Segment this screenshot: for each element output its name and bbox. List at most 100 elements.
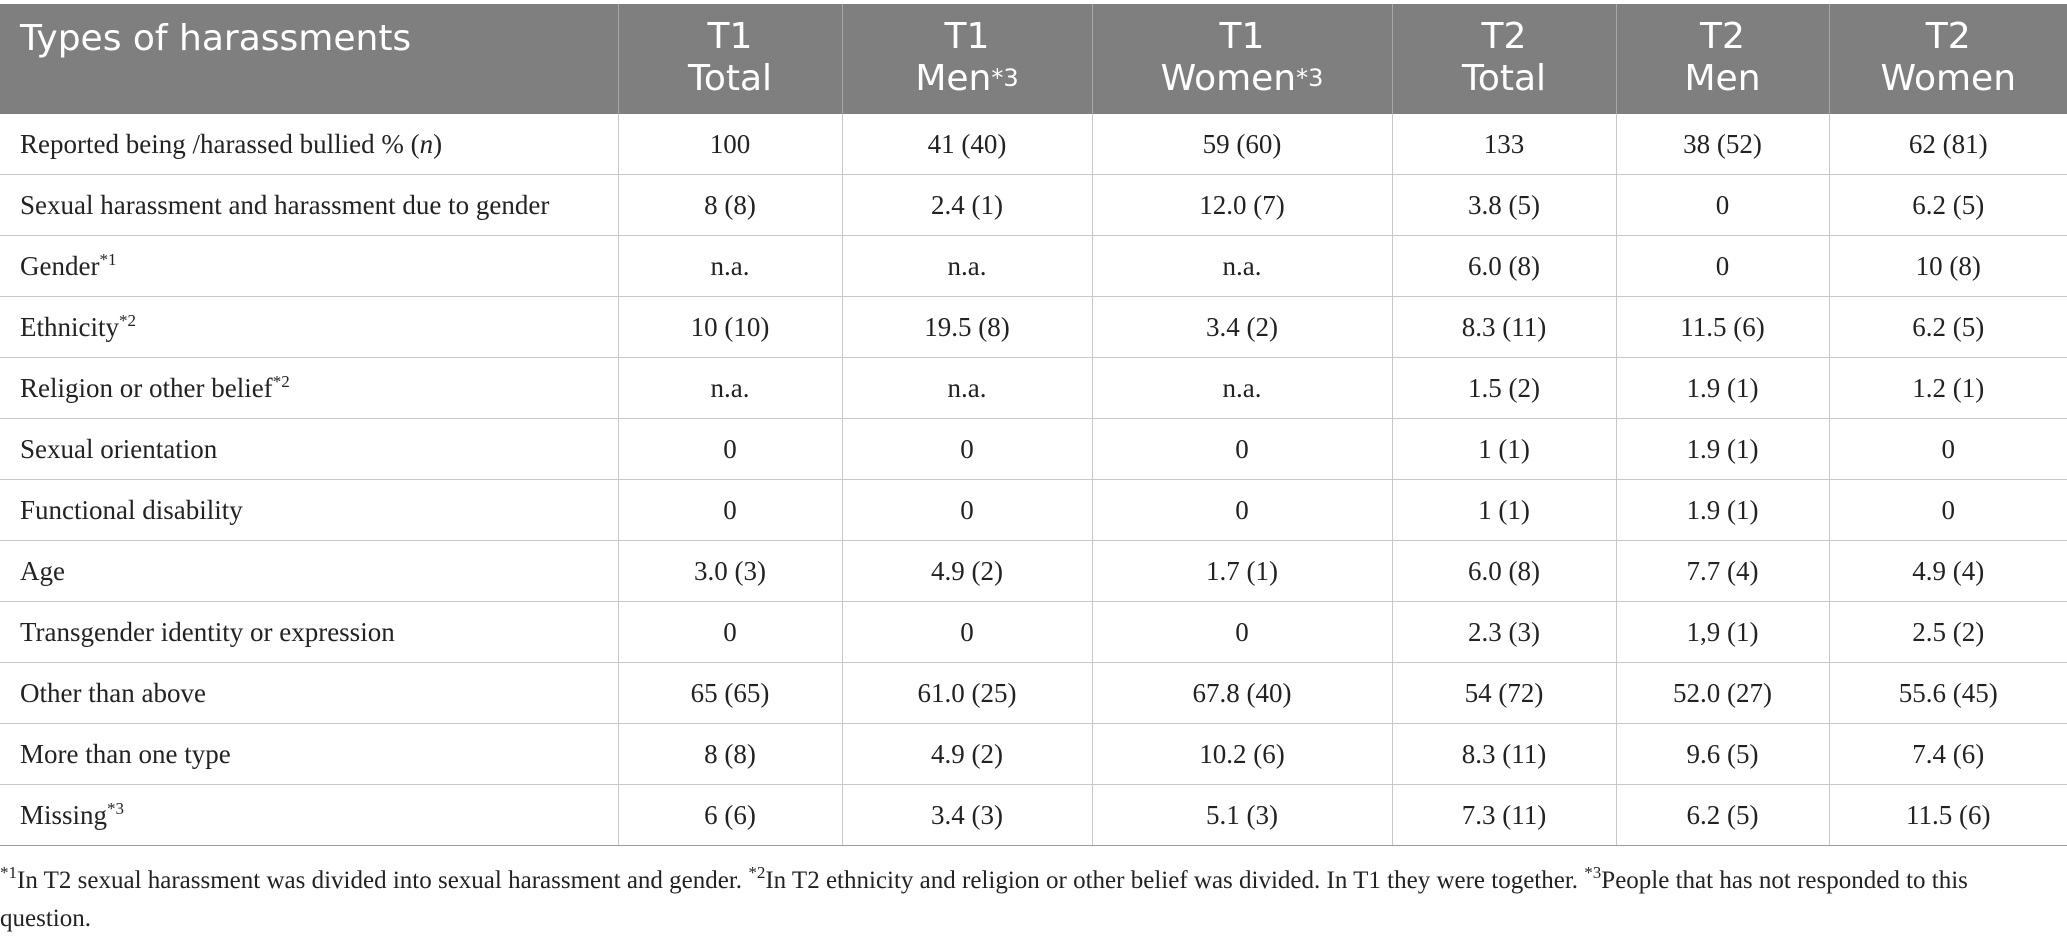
table-cell: 59 (60) [1091,114,1392,175]
table-header: Types of harassments T1 Total T1 Men*3 T… [0,4,2067,114]
table-cell: 8.3 (11) [1391,296,1616,358]
footnote-text: In T2 ethnicity and religion or other be… [765,867,1585,894]
table-cell: 7.3 (11) [1391,784,1616,846]
table-cell: n.a. [841,235,1092,297]
table-cell: 7.4 (6) [1828,723,2067,785]
table-row: Gender*1 n.a. n.a. n.a. 6.0 (8) 0 10 (8) [0,235,2067,297]
table-cell: 61.0 (25) [841,662,1092,724]
table-cell: n.a. [617,357,842,419]
row-label: Missing*3 [0,784,618,846]
table-cell: 0 [841,418,1092,480]
header-t2-men: T2 Men [1615,4,1829,114]
footnote-mark: *3 [991,63,1019,92]
table-cell: 0 [1828,479,2067,541]
footnote-text: People that has not responded to this qu… [0,867,1968,932]
row-label: Sexual orientation [0,418,618,480]
table-cell: 6.2 (5) [1828,296,2067,358]
table-row: Sexual orientation 0 0 0 1 (1) 1.9 (1) 0 [0,418,2067,480]
harassment-table-container: Types of harassments T1 Total T1 Men*3 T… [0,4,2067,846]
header-t2-total: T2 Total [1391,4,1616,114]
table-cell: 2.4 (1) [841,174,1092,236]
header-line1: T1 [707,15,753,57]
header-types-of-harassments: Types of harassments [0,4,618,114]
footnote-mark: *3 [1296,63,1324,92]
table-cell: 0 [841,601,1092,663]
table-cell: 0 [1615,235,1829,297]
table-cell: 6 (6) [617,784,842,846]
table-row: Missing*3 6 (6) 3.4 (3) 5.1 (3) 7.3 (11) 6.2 … [0,784,2067,846]
table-cell: 100 [617,114,842,175]
footnote-mark: *1 [99,249,117,269]
table-cell: 3.4 (3) [841,784,1092,846]
table-cell: 6.0 (8) [1391,235,1616,297]
footnote-mark: *1 [0,863,17,882]
table-row: Functional disability 0 0 0 1 (1) 1.9 (1) 0 [0,479,2067,541]
table-cell: 6.0 (8) [1391,540,1616,602]
table-cell: 4.9 (4) [1828,540,2067,602]
table-cell: 3.0 (3) [617,540,842,602]
table-body: Reported being /harassed bullied % (n) 10… [0,114,2067,846]
table-cell: 1.9 (1) [1615,418,1829,480]
header-line2: Total [1461,57,1547,99]
table-cell: 1.5 (2) [1391,357,1616,419]
header-line1: T2 [1700,15,1745,57]
table-cell: 133 [1391,114,1616,175]
table-cell: 10 (8) [1828,235,2067,297]
row-label: Religion or other belief*2 [0,357,618,419]
row-label: Transgender identity or expression [0,601,618,663]
table-cell: 5.1 (3) [1091,784,1392,846]
table-cell: 0 [1828,418,2067,480]
header-t2-women: T2 Women [1828,4,2067,114]
table-cell: 1.9 (1) [1615,479,1829,541]
table-cell: 8 (8) [617,174,842,236]
table-cell: 0 [1091,479,1392,541]
row-label: Ethnicity*2 [0,296,618,358]
table-row: Sexual harassment and harassment due to … [0,174,2067,236]
row-label: Sexual harassment and harassment due to … [0,174,618,236]
header-t1-total: T1 Total [617,4,842,114]
table-cell: 6.2 (5) [1615,784,1829,846]
table-cell: 2.5 (2) [1828,601,2067,663]
table-row: Ethnicity*2 10 (10) 19.5 (8) 3.4 (2) 8.3 (11… [0,296,2067,358]
table-cell: 0 [617,418,842,480]
table-cell: 7.7 (4) [1615,540,1829,602]
header-line1: T1 [1219,15,1265,57]
row-label: Other than above [0,662,618,724]
table-cell: 41 (40) [841,114,1092,175]
table-cell: 55.6 (45) [1828,662,2067,724]
header-line2: Women [1880,57,2017,99]
table-cell: 67.8 (40) [1091,662,1392,724]
row-label: Functional disability [0,479,618,541]
table-row: Age 3.0 (3) 4.9 (2) 1.7 (1) 6.0 (8) 7.7 (4) 4.… [0,540,2067,602]
footnote-text: In T2 sexual harassment was divided into… [17,867,749,894]
table-cell: 38 (52) [1615,114,1829,175]
table-cell: 12.0 (7) [1091,174,1392,236]
table-cell: 8 (8) [617,723,842,785]
header-line1: T2 [1481,15,1527,57]
table-cell: 54 (72) [1391,662,1616,724]
table-cell: 1 (1) [1391,418,1616,480]
table-cell: 52.0 (27) [1615,662,1829,724]
table-cell: 62 (81) [1828,114,2067,175]
table-cell: 0 [1091,418,1392,480]
table-cell: 11.5 (6) [1828,784,2067,846]
table-cell: 2.3 (3) [1391,601,1616,663]
table-cell: 6.2 (5) [1828,174,2067,236]
table-cell: 19.5 (8) [841,296,1092,358]
row-label: More than one type [0,723,618,785]
row-label: Age [0,540,618,602]
table-cell: 0 [1091,601,1392,663]
table-cell: 3.4 (2) [1091,296,1392,358]
header-line2: Men [1684,57,1761,99]
table-cell: 1.2 (1) [1828,357,2067,419]
header-line2: Men*3 [915,57,1019,99]
table-row: More than one type 8 (8) 4.9 (2) 10.2 (6) 8.… [0,723,2067,785]
table-footnote: *1In T2 sexual harassment was divided in… [0,863,2060,937]
footnote-mark: *2 [272,371,290,391]
footnote-mark: *3 [1584,863,1602,882]
table-cell: 0 [1615,174,1829,236]
header-line1: T2 [1925,15,1971,57]
table-cell: 0 [617,479,842,541]
header-t1-women: T1 Women*3 [1091,4,1392,114]
table-row: Transgender identity or expression 0 0 0 2.3… [0,601,2067,663]
